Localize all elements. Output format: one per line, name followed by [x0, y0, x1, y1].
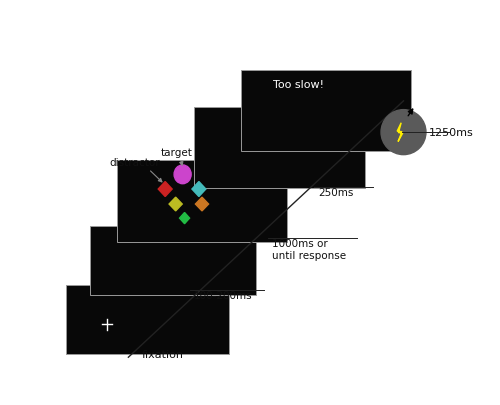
Bar	[194, 108, 365, 189]
Polygon shape	[158, 182, 172, 197]
Polygon shape	[169, 198, 182, 211]
Text: 250ms: 250ms	[318, 188, 354, 197]
Bar	[241, 70, 411, 151]
Polygon shape	[397, 124, 402, 142]
Ellipse shape	[174, 166, 191, 184]
Text: Too slow!: Too slow!	[274, 79, 324, 90]
Bar	[66, 286, 229, 354]
Text: 100-200ms: 100-200ms	[194, 290, 253, 300]
Text: 1000ms or
until response: 1000ms or until response	[272, 239, 346, 260]
Text: fixation: fixation	[142, 349, 184, 359]
Bar	[117, 161, 287, 242]
Ellipse shape	[381, 110, 426, 155]
Polygon shape	[196, 198, 208, 211]
Polygon shape	[180, 213, 190, 224]
Polygon shape	[192, 182, 206, 197]
Text: target: target	[161, 148, 193, 158]
Text: 1250ms: 1250ms	[428, 128, 474, 138]
Text: distractor: distractor	[109, 158, 160, 168]
Bar	[90, 226, 256, 295]
